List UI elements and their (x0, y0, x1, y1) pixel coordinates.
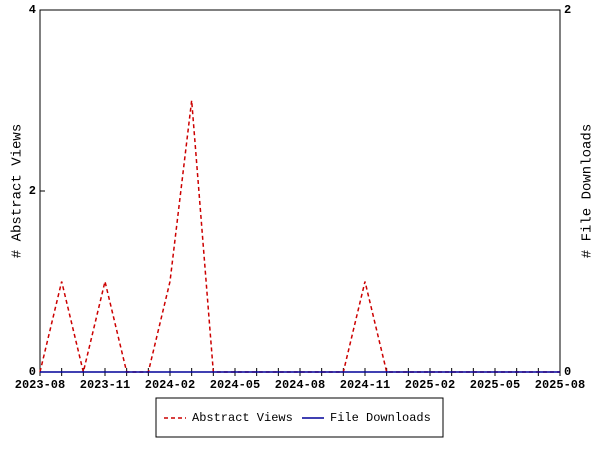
x-tick-label: 2024-05 (210, 378, 260, 392)
x-tick-label: 2025-02 (405, 378, 455, 392)
y-tick-label: 4 (29, 3, 36, 17)
x-tick-label: 2023-08 (15, 378, 65, 392)
x-tick-label: 2023-11 (80, 378, 130, 392)
y2-tick-label: 2 (564, 3, 571, 17)
y2-tick-label: 0 (564, 365, 571, 379)
legend-label: File Downloads (330, 411, 431, 425)
y-axis-title: # Abstract Views (10, 124, 26, 258)
x-tick-label: 2024-02 (145, 378, 195, 392)
x-tick-label: 2024-08 (275, 378, 325, 392)
legend-label: Abstract Views (192, 411, 293, 425)
legend-box (155, 397, 444, 438)
x-tick-label: 2025-08 (535, 378, 585, 392)
y-tick-label: 0 (29, 365, 36, 379)
x-tick-label: 2024-11 (340, 378, 390, 392)
x-tick-label: 2025-05 (470, 378, 520, 392)
y-tick-label: 2 (29, 184, 36, 198)
y2-axis-title: # File Downloads (580, 124, 596, 258)
series-line (39, 100, 560, 373)
plot-frame (39, 9, 561, 373)
